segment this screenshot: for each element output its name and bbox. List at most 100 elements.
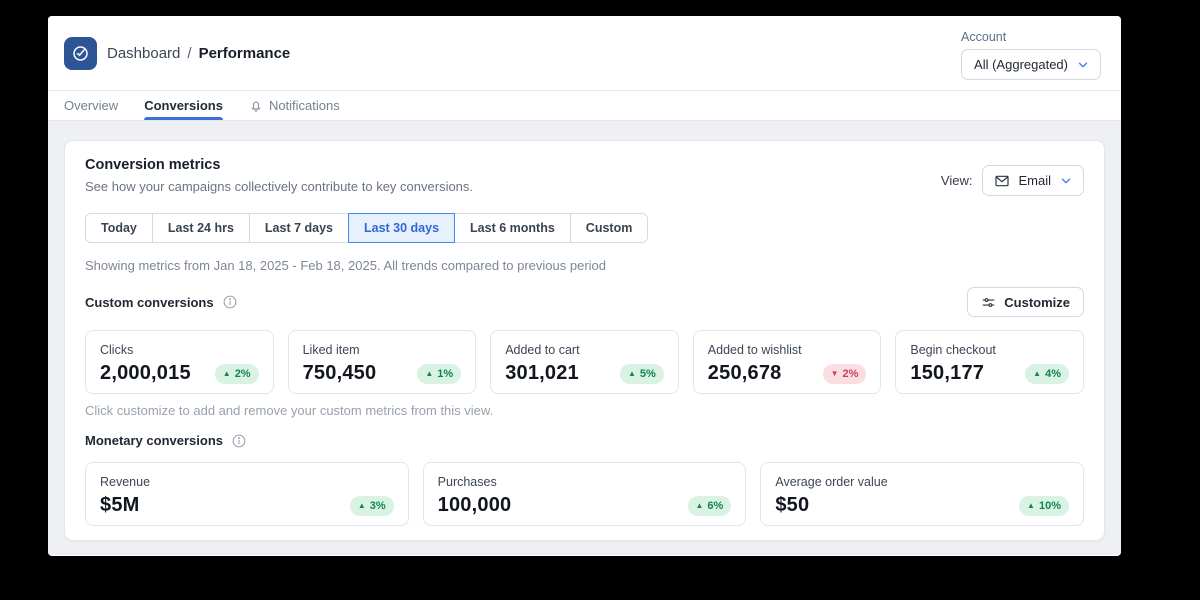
trend-up-icon: ▲ [627, 368, 636, 378]
tab-conversions[interactable]: Conversions [144, 91, 223, 120]
metric-value: 2,000,015 [100, 362, 191, 384]
customize-hint: Click customize to add and remove your c… [85, 403, 494, 418]
trend-up-icon: ▲ [357, 500, 366, 510]
date-range-last-7-days[interactable]: Last 7 days [248, 213, 349, 243]
metric-value: 150,177 [910, 362, 985, 384]
custom-conversions-label: Custom conversions [85, 294, 214, 310]
trend-up-icon: ▲ [222, 368, 231, 378]
trend-value: 2% [234, 367, 251, 380]
metric-label: Clicks [100, 343, 134, 357]
brand: Dashboard / Performance [64, 36, 290, 70]
breadcrumb: Dashboard / Performance [107, 45, 290, 62]
trend-value: 5% [639, 367, 656, 380]
metric-label: Liked item [302, 343, 360, 357]
trend-up-icon: ▲ [1027, 500, 1035, 510]
monetary-metrics-row: Revenue $5M ▲ 3% Purchases 100,000 ▲ 6% Av… [85, 462, 1084, 526]
metric-label: Added to cart [505, 343, 580, 357]
customize-button-label: Customize [1004, 294, 1070, 310]
info-icon[interactable] [222, 294, 238, 310]
tab-notifications[interactable]: Notifications [249, 91, 340, 120]
trend-badge: ▲ 10% [1019, 495, 1069, 516]
metric-value: $5M [100, 494, 140, 516]
trend-badge: ▲ 6% [687, 495, 732, 516]
envelope-icon [994, 173, 1010, 189]
breadcrumb-current: Performance [198, 44, 291, 62]
metric-card-clicks: Clicks 2,000,015 ▲ 2% [85, 330, 274, 394]
metric-card-purchases: Purchases 100,000 ▲ 6% [422, 462, 747, 526]
account-dropdown[interactable]: All (Aggregated) [961, 49, 1101, 80]
view-label: View: [940, 173, 973, 188]
monetary-conversions-label: Monetary conversions [85, 433, 223, 448]
view-dropdown[interactable]: Email [982, 165, 1084, 196]
trend-up-icon: ▲ [1033, 368, 1042, 378]
date-range-summary: Showing metrics from Jan 18, 2025 - Feb … [85, 258, 607, 273]
trend-badge: ▲ 4% [1025, 363, 1069, 384]
trend-up-icon: ▲ [695, 500, 704, 510]
date-range-segmented-control: Today Last 24 hrs Last 7 days Last 30 da… [85, 213, 649, 243]
tab-overview-label: Overview [64, 98, 119, 113]
metric-label: Average order value [775, 475, 888, 489]
metric-value: 301,021 [505, 362, 579, 384]
panel-heading: Conversion metrics See how your campaign… [85, 157, 473, 194]
date-range-last-6-months[interactable]: Last 6 months [454, 213, 571, 243]
trend-badge: ▲ 1% [417, 363, 462, 384]
conversion-metrics-panel: Conversion metrics See how your campaign… [64, 140, 1105, 541]
tab-notifications-label: Notifications [268, 98, 340, 113]
date-range-last-24-hrs[interactable]: Last 24 hrs [151, 213, 250, 243]
trend-badge: ▼ 2% [822, 363, 867, 384]
metric-card-begin-checkout: Begin checkout 150,177 ▲ 4% [895, 330, 1084, 394]
app-window: Dashboard / Performance Account All (Agg… [48, 16, 1121, 556]
trend-value: 6% [707, 499, 724, 512]
gauge-logo-icon [64, 36, 97, 70]
metric-value: 100,000 [437, 494, 512, 516]
metric-card-revenue: Revenue $5M ▲ 3% [85, 462, 409, 526]
metric-label: Revenue [100, 475, 151, 489]
panel-title: Conversion metrics [85, 157, 221, 173]
tab-bar: Overview Conversions Notifications [48, 90, 1121, 121]
chevron-down-icon [1059, 174, 1073, 188]
chevron-down-icon [1076, 58, 1090, 72]
trend-up-icon: ▲ [425, 368, 434, 378]
app-header: Dashboard / Performance Account All (Agg… [48, 16, 1121, 90]
account-label: Account [961, 30, 1007, 44]
account-dropdown-value: All (Aggregated) [974, 57, 1068, 72]
metric-card-liked-item: Liked item 750,450 ▲ 1% [287, 330, 477, 394]
metric-card-added-to-wishlist: Added to wishlist 250,678 ▼ 2% [692, 330, 882, 394]
date-range-last-30-days[interactable]: Last 30 days [348, 213, 456, 243]
trend-value: 1% [437, 367, 454, 380]
trend-value: 3% [369, 499, 386, 512]
metric-value: $50 [775, 494, 810, 516]
view-dropdown-value: Email [1018, 173, 1051, 188]
monetary-conversions-heading: Monetary conversions [85, 433, 247, 449]
sliders-icon [981, 295, 996, 310]
tab-conversions-label: Conversions [144, 98, 223, 113]
metric-card-average-order-value: Average order value $50 ▲ 10% [760, 462, 1084, 526]
date-range-custom[interactable]: Custom [569, 213, 649, 243]
trend-down-icon: ▼ [830, 368, 839, 378]
metric-card-added-to-cart: Added to cart 301,021 ▲ 5% [490, 330, 679, 394]
trend-badge: ▲ 5% [619, 363, 664, 384]
date-range-today[interactable]: Today [85, 213, 153, 243]
trend-badge: ▲ 2% [214, 363, 259, 384]
customize-button[interactable]: Customize [967, 287, 1084, 317]
metric-value: 750,450 [302, 362, 377, 384]
custom-metrics-row: Clicks 2,000,015 ▲ 2% Liked item 750,450 … [85, 330, 1084, 394]
custom-conversions-heading: Custom conversions [85, 294, 238, 310]
metric-label: Begin checkout [910, 343, 996, 357]
panel-subtitle: See how your campaigns collectively cont… [85, 179, 474, 194]
trend-value: 10% [1038, 499, 1061, 512]
metric-label: Added to wishlist [707, 343, 802, 357]
account-selector: Account All (Aggregated) [961, 30, 1101, 80]
trend-badge: ▲ 3% [349, 495, 394, 516]
page-content: Conversion metrics See how your campaign… [48, 121, 1121, 555]
trend-value: 4% [1045, 367, 1061, 380]
bell-icon [249, 99, 263, 113]
view-control: View: Email [941, 165, 1084, 196]
breadcrumb-separator: / [187, 44, 192, 62]
metric-value: 250,678 [707, 362, 782, 384]
breadcrumb-root[interactable]: Dashboard [107, 44, 181, 62]
tab-overview[interactable]: Overview [64, 91, 118, 120]
trend-value: 2% [842, 367, 859, 380]
info-icon[interactable] [231, 433, 247, 449]
metric-label: Purchases [437, 475, 497, 489]
